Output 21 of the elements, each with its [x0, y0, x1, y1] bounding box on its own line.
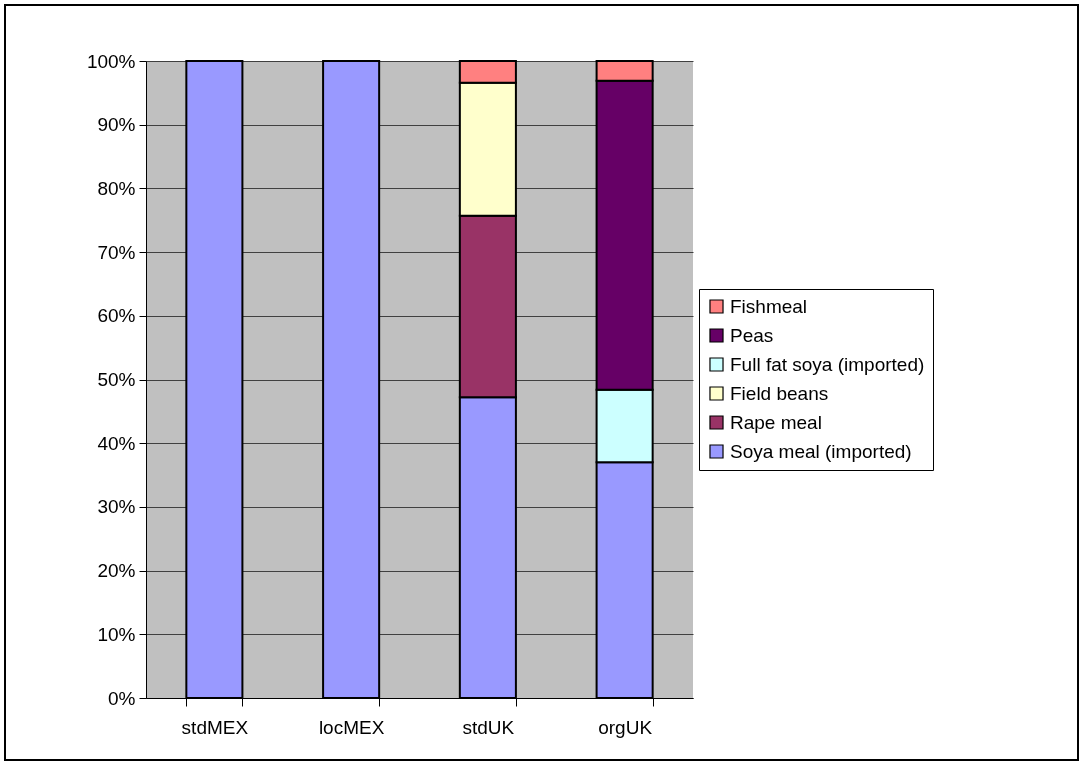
y-tick-label: 80%: [97, 177, 136, 199]
x-tick-label: locMEX: [318, 716, 385, 738]
legend-label: Full fat soya (imported): [730, 353, 925, 375]
y-tick-label: 40%: [97, 432, 136, 454]
y-tick-label: 50%: [97, 369, 136, 390]
y-tick-label: 20%: [97, 560, 136, 582]
x-tick-label: stdMEX: [181, 716, 249, 738]
x-tick-label: orgUK: [598, 716, 653, 738]
y-tick-label: 0%: [108, 687, 136, 709]
legend-label: Fishmeal: [730, 295, 808, 317]
y-tick-label: 70%: [97, 241, 136, 263]
y-tick-label: 60%: [97, 305, 136, 327]
legend-label: Rape meal: [730, 411, 822, 433]
legend-label: Peas: [730, 324, 774, 346]
legend-label: Field beans: [730, 382, 829, 404]
y-tick-label: 10%: [97, 623, 136, 645]
y-tick-label: 30%: [97, 496, 136, 518]
y-tick-label: 100%: [86, 50, 136, 72]
y-tick-label: 90%: [97, 114, 136, 136]
x-tick-label: stdUK: [462, 716, 515, 738]
legend-label: Soya meal (imported): [730, 440, 912, 462]
